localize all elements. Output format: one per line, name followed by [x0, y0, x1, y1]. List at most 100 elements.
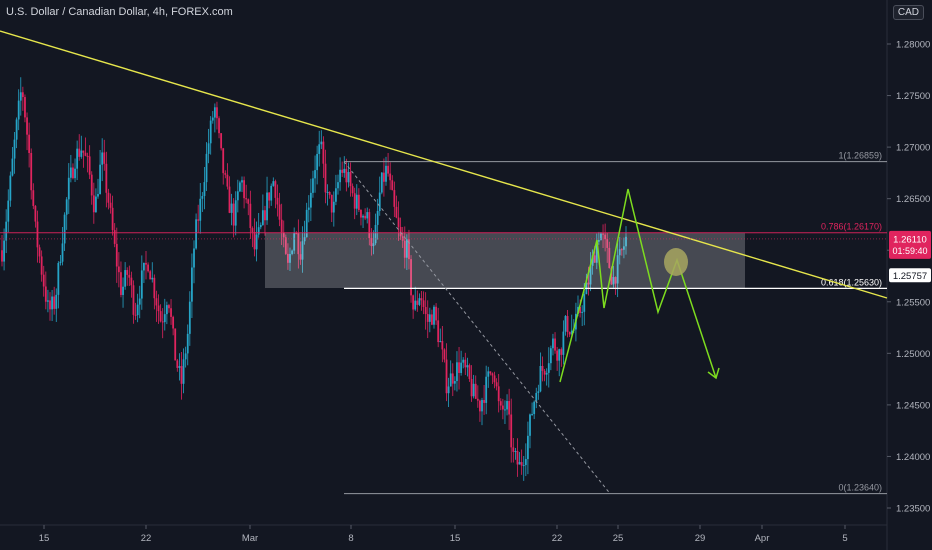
candle-body	[581, 311, 584, 313]
candle-body	[420, 298, 423, 301]
candle-body	[602, 233, 604, 235]
candle-body	[55, 294, 58, 309]
candle-body	[92, 195, 95, 213]
candle-body	[203, 182, 206, 197]
candle-body	[270, 185, 273, 201]
candle-body	[443, 349, 446, 360]
candle-body	[508, 401, 511, 415]
candle-body	[374, 224, 377, 244]
candle-body	[460, 362, 463, 373]
candle-body	[278, 204, 281, 220]
candle-body	[224, 173, 227, 175]
candle-body	[600, 233, 602, 241]
candle-body	[456, 362, 458, 382]
candle-body	[351, 186, 354, 194]
candle-body	[579, 306, 581, 313]
candle-body	[282, 232, 285, 238]
x-tick-label: 22	[552, 533, 563, 544]
candle-body	[533, 401, 536, 415]
candle-body	[111, 207, 114, 231]
candle-body	[19, 92, 22, 101]
candle-body	[220, 133, 223, 149]
candle-body	[57, 263, 60, 295]
candle-body	[178, 366, 181, 368]
candle-body	[604, 234, 607, 240]
candle-body	[168, 305, 170, 309]
candle-body	[395, 206, 398, 218]
fib-level-label: 0.618(1.25630)	[821, 277, 882, 287]
candle-body	[606, 239, 609, 248]
candle-body	[587, 282, 590, 285]
candle-body	[612, 277, 615, 285]
candle-body	[84, 152, 87, 156]
candle-body	[589, 265, 592, 285]
candle-body	[424, 306, 427, 315]
candle-body	[410, 259, 412, 296]
candle-body	[30, 152, 33, 191]
candle-body	[412, 295, 415, 310]
candle-body	[337, 182, 339, 189]
candle-body	[78, 148, 81, 157]
candle-body	[40, 256, 43, 275]
candle-body	[193, 248, 195, 268]
candle-body	[558, 349, 561, 361]
y-tick-label: 1.28000	[896, 40, 930, 51]
candle-body	[289, 253, 291, 263]
candle-body	[422, 300, 425, 307]
candle-body	[472, 383, 475, 397]
candle-body	[266, 192, 268, 221]
x-tick-label: Apr	[755, 533, 770, 544]
currency-badge[interactable]: CAD	[892, 5, 924, 20]
candle-body	[59, 261, 62, 264]
candle-body	[364, 215, 367, 219]
candle-body	[441, 341, 444, 350]
candle-body	[205, 153, 208, 183]
candle-body	[595, 241, 598, 263]
y-tick-label: 1.25000	[896, 349, 930, 360]
candle-body	[385, 165, 387, 182]
candle-body	[547, 363, 550, 373]
x-tick-label: 8	[348, 533, 353, 544]
candle-body	[1, 250, 3, 262]
candle-body	[287, 253, 289, 263]
candle-body	[67, 177, 70, 200]
candle-body	[180, 366, 183, 384]
x-tick-label: 5	[842, 533, 847, 544]
candle-body	[353, 193, 356, 209]
fib-level-label: 0.786(1.26170)	[821, 222, 882, 232]
candle-body	[330, 194, 333, 213]
candle-body	[188, 301, 191, 334]
y-tick-label: 1.24500	[896, 400, 930, 411]
candle-body	[362, 215, 364, 218]
candle-body	[453, 381, 456, 384]
projection-path	[559, 188, 720, 383]
x-tick-label: 15	[450, 533, 461, 544]
candle-body	[593, 255, 596, 263]
candle-body	[501, 405, 504, 410]
candle-body	[32, 190, 35, 206]
candle-body	[504, 409, 506, 411]
candle-body	[239, 182, 241, 192]
candle-body	[253, 231, 256, 250]
y-tick-label: 1.23500	[896, 504, 930, 515]
candle-body	[38, 247, 41, 257]
candle-body	[355, 194, 358, 209]
marker-price-box	[889, 268, 931, 283]
candle-body	[186, 333, 189, 354]
fib-level-label: 0(1.23640)	[838, 483, 882, 493]
candle-body	[326, 191, 329, 193]
candle-body	[347, 171, 350, 183]
x-tick-label: 22	[141, 533, 152, 544]
candle-body	[418, 298, 421, 305]
candle-body	[428, 314, 431, 322]
candle-body	[616, 255, 619, 284]
candle-body	[182, 359, 185, 384]
candle-body	[474, 383, 477, 399]
candle-body	[80, 150, 83, 157]
candle-body	[335, 188, 337, 202]
candle-body	[232, 203, 235, 226]
candle-body	[261, 210, 264, 225]
marker-price-label: 1.25757	[893, 271, 927, 282]
